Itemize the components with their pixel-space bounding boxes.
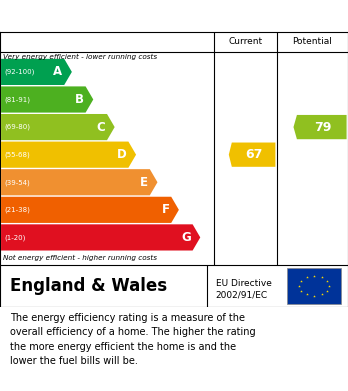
Polygon shape	[1, 114, 115, 140]
Text: Potential: Potential	[292, 38, 332, 47]
Text: Very energy efficient - lower running costs: Very energy efficient - lower running co…	[3, 54, 158, 60]
Text: (55-68): (55-68)	[4, 151, 30, 158]
Text: Current: Current	[228, 38, 262, 47]
Text: Energy Efficiency Rating: Energy Efficiency Rating	[10, 9, 213, 23]
Polygon shape	[229, 143, 275, 167]
Text: E: E	[140, 176, 148, 189]
Text: D: D	[117, 148, 127, 161]
Text: The energy efficiency rating is a measure of the
overall efficiency of a home. T: The energy efficiency rating is a measur…	[10, 313, 256, 366]
Text: F: F	[161, 203, 169, 216]
Text: (81-91): (81-91)	[4, 96, 30, 103]
Text: EU Directive: EU Directive	[216, 279, 272, 288]
Text: C: C	[96, 120, 105, 134]
Polygon shape	[1, 169, 157, 196]
Polygon shape	[1, 197, 179, 223]
Text: A: A	[53, 65, 63, 79]
Polygon shape	[293, 115, 347, 139]
Text: (21-38): (21-38)	[4, 206, 30, 213]
Polygon shape	[1, 59, 72, 85]
Bar	[287, 268, 341, 303]
Text: (69-80): (69-80)	[4, 124, 30, 130]
Text: G: G	[181, 231, 191, 244]
Polygon shape	[1, 224, 200, 251]
Text: 67: 67	[246, 148, 263, 161]
Polygon shape	[1, 86, 93, 113]
Text: (92-100): (92-100)	[4, 69, 34, 75]
Text: B: B	[75, 93, 84, 106]
Text: 2002/91/EC: 2002/91/EC	[216, 291, 268, 300]
Text: (1-20): (1-20)	[4, 234, 25, 241]
Text: 79: 79	[314, 120, 331, 134]
Text: England & Wales: England & Wales	[10, 277, 168, 295]
Text: Not energy efficient - higher running costs: Not energy efficient - higher running co…	[3, 255, 158, 261]
Text: (39-54): (39-54)	[4, 179, 30, 185]
Polygon shape	[1, 142, 136, 168]
